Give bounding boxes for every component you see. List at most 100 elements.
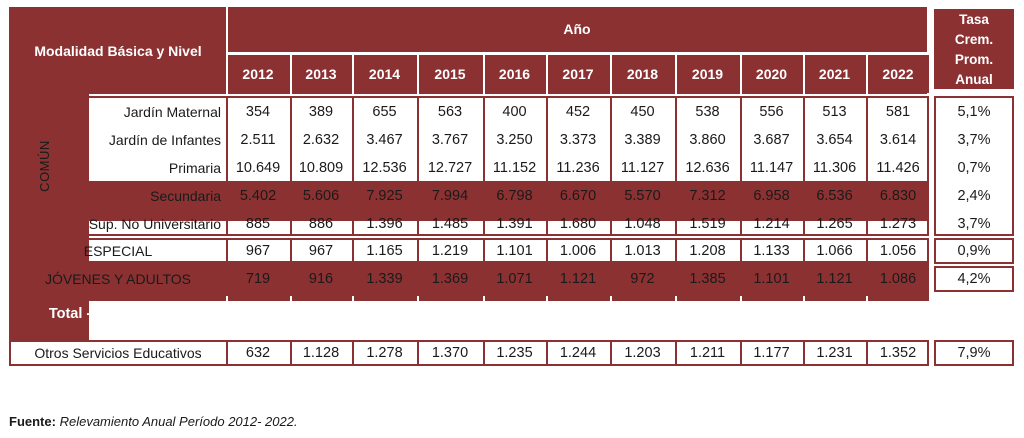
row-vline xyxy=(740,238,742,264)
value-cell: 2.511 xyxy=(240,132,276,148)
value-cell: 1.278 xyxy=(366,345,403,361)
value-cell: 556 xyxy=(759,104,784,120)
header-vline xyxy=(546,55,548,94)
row-vline xyxy=(866,96,868,236)
value-cell: 5.570 xyxy=(624,188,661,204)
source-label: Fuente: xyxy=(9,414,56,429)
row-vline xyxy=(675,266,677,292)
total-tasa-cell: 1,9% xyxy=(957,306,991,322)
total-cell: 29.124 xyxy=(427,306,473,322)
row-vline xyxy=(610,266,612,292)
row-vline xyxy=(546,96,548,236)
row-vline xyxy=(352,340,354,366)
row-vline xyxy=(290,340,292,366)
tasa-line-3: Prom. xyxy=(934,49,1014,69)
value-cell: 1.391 xyxy=(496,216,533,232)
total-cell: 25.538 xyxy=(555,306,601,322)
tasa-cell: 0,9% xyxy=(957,243,991,259)
total-formal-tasa-background xyxy=(9,221,89,261)
total-vline xyxy=(610,373,612,409)
value-cell: 1.048 xyxy=(624,216,661,232)
total-vline xyxy=(352,296,354,332)
header-vline xyxy=(352,55,354,94)
value-cell: 886 xyxy=(308,216,334,232)
row-vline xyxy=(483,238,485,264)
total-vline xyxy=(226,373,228,409)
value-cell: 6.830 xyxy=(879,188,917,204)
total-cell: 30.494 xyxy=(427,383,473,399)
value-cell: 1.273 xyxy=(879,216,917,232)
value-cell: 10.809 xyxy=(298,160,344,176)
row-vline xyxy=(226,96,228,236)
total-cell: 27.218 xyxy=(875,383,921,399)
value-cell: 1.352 xyxy=(879,345,917,361)
row-vline xyxy=(866,340,868,366)
value-cell: 11.147 xyxy=(749,160,794,176)
row-label: ESPECIAL xyxy=(83,243,153,259)
row-label: Secundaria xyxy=(150,188,221,204)
enrollment-table: Modalidad Básica y Nivel Año 2012 2013 2014 2… xyxy=(9,7,1014,409)
row-vline xyxy=(803,340,805,366)
value-cell: 1.370 xyxy=(431,345,469,361)
value-cell: 563 xyxy=(437,104,463,120)
header-vline xyxy=(610,55,612,94)
value-cell: 11.306 xyxy=(812,160,857,176)
tasa-cell: 2,4% xyxy=(957,188,991,204)
total-formal-background xyxy=(9,181,929,221)
value-cell: 3.860 xyxy=(689,132,726,148)
value-cell: 2.632 xyxy=(302,132,340,148)
value-cell: 632 xyxy=(245,345,271,361)
value-cell: 1.121 xyxy=(816,271,853,287)
value-cell: 400 xyxy=(502,104,527,120)
total-vline xyxy=(417,373,419,409)
tasa-line-4: Anual xyxy=(934,69,1014,89)
row-vline xyxy=(290,266,292,292)
total-cell: 25.796 xyxy=(749,306,794,322)
tasa-cell: 4,2% xyxy=(957,271,991,287)
source-text: Relevamiento Anual Período 2012- 2022. xyxy=(59,414,298,429)
value-cell: 1.086 xyxy=(879,271,917,287)
especial-border xyxy=(9,238,929,264)
value-cell: 916 xyxy=(308,271,334,287)
value-cell: 885 xyxy=(245,216,271,232)
total-cell: 28.458 xyxy=(685,306,730,322)
value-cell: 719 xyxy=(245,271,271,287)
tasa-cell: 3,7% xyxy=(957,132,991,148)
row-vline xyxy=(417,238,419,264)
year-header: 2017 xyxy=(547,55,609,93)
total-cell: 22.205 xyxy=(298,306,344,322)
year-header: 2018 xyxy=(611,55,674,93)
value-cell: 1.066 xyxy=(816,243,853,259)
total-formal-label: Total - Educ. Formal xyxy=(48,306,188,322)
total-cell: 26.973 xyxy=(749,383,794,399)
value-cell: 11.152 xyxy=(492,160,537,176)
year-header: 2013 xyxy=(291,55,351,93)
value-cell: 7.994 xyxy=(431,188,469,204)
value-cell: 1.177 xyxy=(753,345,790,361)
year-header: 2016 xyxy=(484,55,545,93)
row-vline xyxy=(675,238,677,264)
value-cell: 1.231 xyxy=(816,345,853,361)
otros-tasa-border xyxy=(934,340,1014,366)
row-vline xyxy=(546,266,548,292)
tasa-header-background xyxy=(9,94,89,181)
comun-block-border xyxy=(9,96,929,236)
value-cell: 655 xyxy=(372,104,397,120)
value-cell: 11.127 xyxy=(620,160,665,176)
value-cell: 12.536 xyxy=(362,160,407,176)
value-cell: 3.654 xyxy=(816,132,853,148)
row-vline xyxy=(803,96,805,236)
total-vline xyxy=(290,296,292,332)
year-header: 2015 xyxy=(418,55,482,93)
header-vline xyxy=(675,55,677,94)
total-vline xyxy=(866,373,868,409)
value-cell: 10.649 xyxy=(235,160,281,176)
tasa-cell: 5,1% xyxy=(957,104,991,120)
row-vline xyxy=(352,266,354,292)
value-cell: 354 xyxy=(245,104,271,120)
total-cell: 25.866 xyxy=(875,306,921,322)
value-cell: 12.727 xyxy=(427,160,473,176)
total-vline xyxy=(740,373,742,409)
comun-label: COMÚN xyxy=(37,140,52,192)
value-cell: 3.250 xyxy=(496,132,533,148)
